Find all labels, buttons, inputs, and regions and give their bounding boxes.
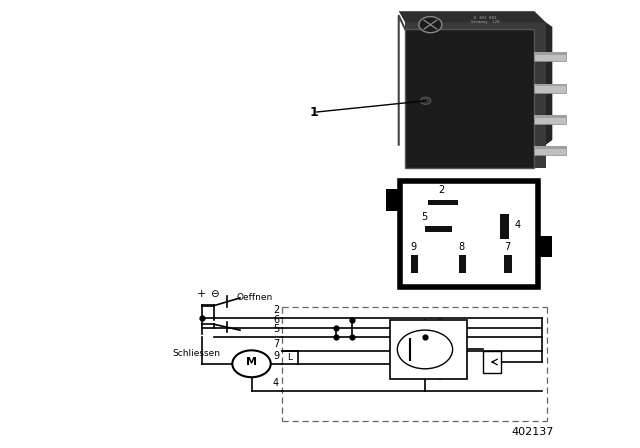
Bar [405, 29, 534, 168]
Text: 4: 4 [273, 378, 279, 388]
Bar [534, 84, 566, 86]
Bar [386, 190, 400, 211]
Bar [459, 254, 467, 272]
Bar [534, 52, 566, 55]
Bar [500, 214, 509, 239]
Bar [534, 146, 566, 155]
Text: 2: 2 [438, 185, 445, 195]
Bar [534, 84, 566, 93]
Text: +: + [197, 289, 206, 299]
Text: 9: 9 [411, 242, 417, 252]
Bar [534, 115, 566, 118]
Bar [483, 351, 501, 373]
Bar [428, 200, 458, 205]
Text: 5: 5 [273, 324, 279, 334]
Text: Oeffnen: Oeffnen [237, 293, 273, 302]
Text: 7: 7 [273, 339, 279, 349]
Polygon shape [399, 11, 546, 22]
Bar [504, 254, 512, 272]
Polygon shape [546, 22, 552, 145]
Circle shape [419, 17, 442, 33]
Bar [400, 181, 538, 287]
Text: 8: 8 [459, 242, 465, 252]
Text: 6: 6 [273, 315, 279, 325]
Text: ⊖: ⊖ [210, 289, 219, 299]
Bar [405, 22, 546, 168]
Bar [390, 320, 467, 379]
Bar [425, 226, 452, 232]
Text: 5: 5 [422, 211, 428, 222]
Text: Schliessen: Schliessen [173, 349, 221, 358]
Text: 9: 9 [273, 351, 279, 361]
Circle shape [232, 350, 271, 377]
Text: 6 301 802: 6 301 802 [474, 16, 496, 20]
Text: 1: 1 [309, 105, 318, 119]
Bar [538, 236, 552, 257]
Circle shape [397, 330, 452, 369]
Text: 2: 2 [273, 305, 279, 315]
Bar [534, 115, 566, 124]
Circle shape [420, 97, 431, 104]
Text: 7: 7 [504, 242, 511, 252]
Bar [411, 254, 419, 272]
Text: M: M [246, 357, 257, 367]
Text: Germany  12V: Germany 12V [470, 21, 499, 24]
Bar [534, 52, 566, 61]
Text: 402137: 402137 [511, 427, 554, 437]
Text: L: L [287, 353, 292, 362]
Bar [534, 146, 566, 149]
Text: 4: 4 [515, 220, 521, 230]
